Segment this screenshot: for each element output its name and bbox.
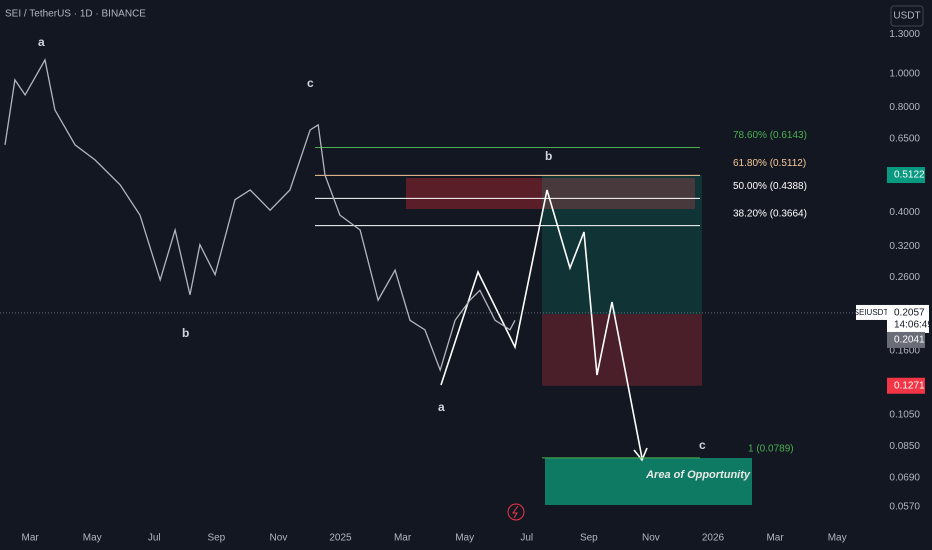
fib-label: 50.00% (0.4388) <box>733 181 807 192</box>
last-price-tag <box>887 304 929 333</box>
currency-button[interactable] <box>890 5 924 27</box>
wave-label: c <box>699 438 706 452</box>
wave-label: c <box>307 76 314 90</box>
x-tick-label: Nov <box>270 533 288 544</box>
price-tag-label: 0.5122 <box>894 170 925 181</box>
y-tick-label: 1.3000 <box>889 29 920 40</box>
y-tick-label: 0.2600 <box>889 272 920 283</box>
price-tag <box>887 167 925 184</box>
price-tag-label: 0.1271 <box>894 380 925 391</box>
event-bolt <box>512 505 519 519</box>
x-tick-label: Sep <box>207 533 225 544</box>
fib-label: 1 (0.0789) <box>748 443 794 454</box>
price-tag <box>887 331 925 348</box>
opportunity-box <box>545 458 752 505</box>
area-label: Area of Opportunity <box>645 469 751 481</box>
y-tick-label: 0.1050 <box>889 409 920 420</box>
wave-label: b <box>545 149 552 163</box>
x-tick-label: Jul <box>520 533 533 544</box>
x-tick-label: May <box>455 533 474 544</box>
y-tick-label: 0.0570 <box>889 502 920 513</box>
wave-label: a <box>438 400 445 414</box>
y-tick-label: 0.1600 <box>889 346 920 357</box>
y-tick-label: 0.0850 <box>889 441 920 452</box>
x-tick-label: Nov <box>642 533 660 544</box>
target-box <box>542 175 702 315</box>
x-tick-label: Mar <box>21 533 39 544</box>
y-tick-label: 1.0000 <box>889 69 920 80</box>
projection-arrow <box>633 447 648 462</box>
y-tick-label: 0.4000 <box>889 207 920 218</box>
x-tick-label: Jul <box>148 533 161 544</box>
wave-label: b <box>182 326 189 340</box>
countdown: 14:06:49 <box>894 320 932 331</box>
price-tag-label: 0.2041 <box>894 335 925 346</box>
price-line <box>4 58 516 373</box>
y-tick-label: 0.0690 <box>889 473 920 484</box>
y-tick-label: 0.6500 <box>889 134 920 145</box>
fib-label: 78.60% (0.6143) <box>733 130 807 141</box>
last-price-label: 0.2057 <box>894 308 925 319</box>
x-tick-label: May <box>828 533 847 544</box>
event-icon[interactable] <box>507 503 525 521</box>
fib-label: 38.20% (0.3664) <box>733 208 807 219</box>
last-price-name-tag <box>856 304 887 320</box>
x-tick-label: 2025 <box>329 533 352 544</box>
x-tick-label: 2026 <box>702 533 725 544</box>
y-tick-label: 0.8000 <box>889 102 920 113</box>
fib-label: 61.80% (0.5112) <box>733 158 806 169</box>
last-price-name: SEIUSDT <box>854 308 889 317</box>
y-tick-label: 0.3200 <box>889 241 920 252</box>
x-tick-label: Mar <box>766 533 784 544</box>
symbol-title: SEI / TetherUS · 1D · BINANCE <box>5 9 146 20</box>
x-tick-label: May <box>83 533 102 544</box>
price-tag <box>887 377 925 394</box>
currency-label[interactable]: USDT <box>893 11 920 22</box>
x-tick-label: Mar <box>394 533 412 544</box>
projection-path <box>440 189 643 459</box>
wave-label: a <box>38 35 45 49</box>
x-tick-label: Sep <box>580 533 598 544</box>
